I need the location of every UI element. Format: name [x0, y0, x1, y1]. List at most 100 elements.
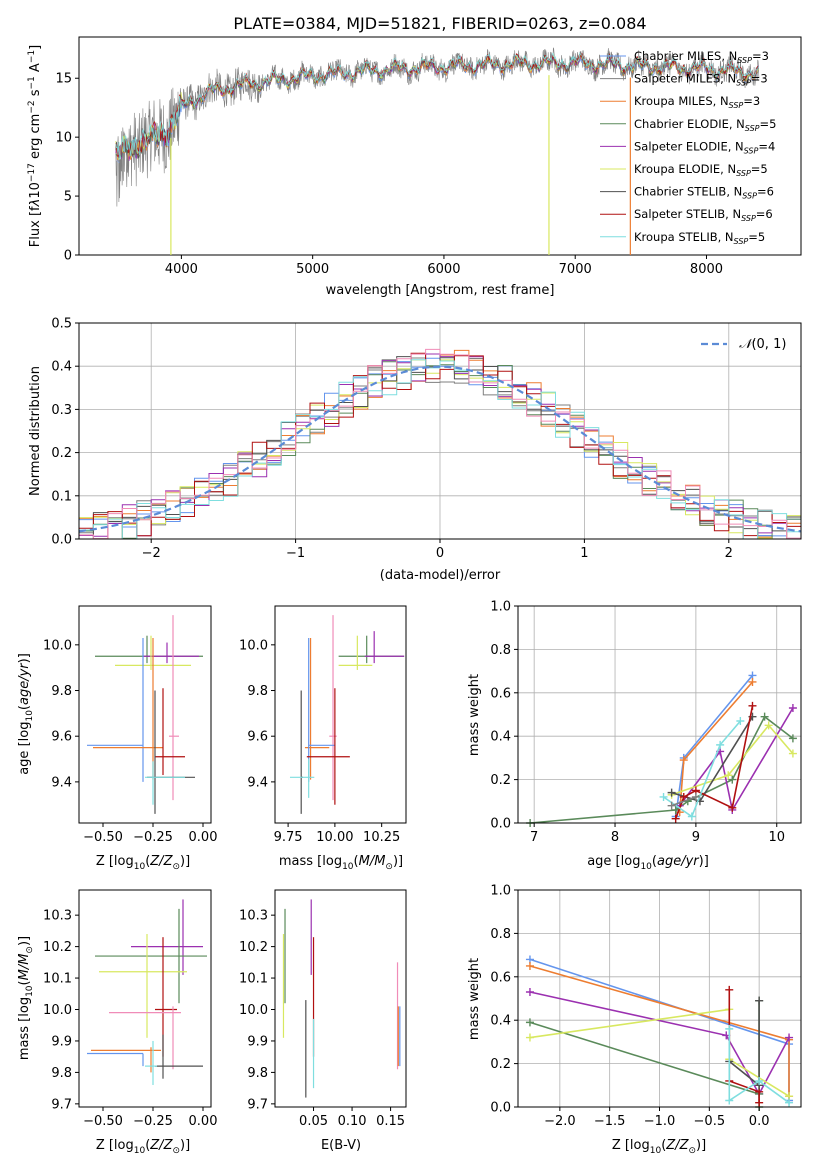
- weight-vs-metallicity-panel: −2.0 −1.5 −1.0 −0.5 0.0 0.0 0.2 0.4 0.6 0.8 1.0: [490, 884, 802, 1129]
- weight-marker: [525, 961, 534, 970]
- axes-frame: [78, 605, 212, 824]
- weight-marker: [525, 1033, 534, 1042]
- weight-line: [663, 720, 742, 818]
- x-tick-label: −0.5: [694, 1114, 726, 1129]
- spectrum-panel: 4000 5000 6000 7000 8000 0 5 10 15 Chabrier MILE…: [27, 36, 802, 298]
- weight-marker: [755, 1098, 764, 1107]
- y-tick-label: 9.8: [51, 684, 72, 699]
- y-tick-label: 10.0: [43, 638, 72, 653]
- weight-marker: [671, 814, 680, 823]
- weight-line: [529, 991, 790, 1096]
- y-tick-label: 0.3: [51, 403, 72, 418]
- y-tick-label: 9.4: [51, 775, 72, 790]
- wZ-xlabel: Z [log10(Z/Z⊙)]: [612, 1138, 706, 1156]
- x-tick-label: −2: [142, 546, 161, 561]
- weight-marker: [667, 788, 676, 797]
- weight-line: [671, 796, 697, 807]
- age-vs-metallicity-panel: −0.50 −0.25 0.00 9.4 9.6 9.8 10.0: [43, 605, 217, 845]
- x-tick-label: 0.10: [338, 1114, 367, 1129]
- legend-label: Salpeter STELIB, NSSP=6: [634, 207, 773, 223]
- errorbars: [289, 615, 405, 814]
- mass-vs-metallicity-panel: −0.50 −0.25 0.00 9.7 9.8 9.9 10.0 10.1 10.2 10.3: [43, 889, 218, 1129]
- wAge-xlabel: age [log10(age/yr)]: [587, 854, 709, 872]
- y-tick-label: 0.6: [490, 970, 511, 985]
- weight-marker: [687, 812, 696, 821]
- x-tick-label: 0.00: [189, 1114, 218, 1129]
- residuals-ticks: −2 −1 0 1 2 0.0 0.1 0.2 0.3 0.4 0.5: [51, 317, 733, 562]
- spectrum-ylabel: Flux [fλ10−17 erg cm−2 s−1 A−1]: [27, 45, 43, 247]
- x-tick-label: −0.25: [133, 830, 173, 845]
- axes-frame: [274, 605, 407, 824]
- y-tick-label: 10.0: [239, 1003, 268, 1018]
- residuals-legend: 𝒩(0, 1): [701, 337, 786, 352]
- y-tick-label: 9.8: [51, 1066, 72, 1081]
- y-tick-label: 10: [55, 131, 72, 146]
- x-tick-label: 9.75: [274, 830, 303, 845]
- weight-marker: [725, 1096, 734, 1105]
- y-tick-label: 0.4: [490, 1014, 511, 1029]
- weight-line: [728, 1028, 790, 1104]
- weight-marker: [679, 756, 688, 765]
- wZ-ylabel: mass weight: [467, 958, 482, 1040]
- weight-line: [679, 707, 794, 813]
- y-tick-label: 0.8: [490, 643, 511, 658]
- weight-marker: [748, 677, 757, 686]
- legend-label: Chabrier MILES, NSSP=3: [634, 49, 769, 65]
- x-tick-label: −0.50: [83, 1114, 123, 1129]
- weight-marker: [659, 792, 668, 801]
- y-tick-label: 10.1: [43, 972, 72, 987]
- y-tick-label: 10.3: [43, 909, 72, 924]
- y-tick-label: 9.8: [247, 684, 268, 699]
- weight-marker: [724, 771, 733, 780]
- x-tick-label: −1: [286, 546, 305, 561]
- axes-frame: [517, 605, 802, 824]
- weight-line: [671, 724, 794, 796]
- legend-label: Salpeter MILES, NSSP=3: [634, 72, 768, 88]
- errorbars: [282, 899, 401, 1098]
- y-tick-label: 9.6: [51, 730, 72, 745]
- x-tick-label: 7: [530, 830, 538, 845]
- figure-title: PLATE=0384, MJD=51821, FIBERID=0263, z=0…: [233, 14, 646, 33]
- y-tick-label: 9.7: [247, 1097, 268, 1112]
- weight-marker: [725, 1024, 734, 1033]
- y-tick-label: 0.4: [51, 360, 72, 375]
- ageM-xlabel: mass [log10(M/M⊙)]: [279, 854, 403, 872]
- y-tick-label: 10.2: [239, 940, 268, 955]
- spectrum-legend: Chabrier MILES, NSSP=3 Salpeter MILES, NS…: [600, 49, 776, 246]
- weight-marker: [716, 740, 725, 749]
- errorbars: [87, 615, 203, 814]
- weight-vs-age-panel: 7 8 9 10 0.0 0.2 0.4 0.6 0.8 1.0: [490, 600, 802, 845]
- legend-label: Salpeter ELODIE, NSSP=4: [634, 139, 775, 155]
- y-tick-label: 0.0: [51, 533, 72, 548]
- y-tick-label: 9.8: [247, 1066, 268, 1081]
- weight-marker: [788, 749, 797, 758]
- axes-frame: [78, 889, 212, 1108]
- y-tick-label: 10.1: [239, 972, 268, 987]
- y-tick-label: 1.0: [490, 884, 511, 899]
- x-tick-label: 10.00: [316, 830, 353, 845]
- legend-label: Kroupa ELODIE, NSSP=5: [634, 162, 768, 178]
- x-tick-label: −1.5: [594, 1114, 626, 1129]
- normal-legend-label: 𝒩(0, 1): [739, 337, 786, 352]
- y-tick-label: 5: [64, 190, 72, 205]
- legend-label: Chabrier ELODIE, NSSP=5: [634, 117, 776, 133]
- y-tick-label: 0.8: [490, 927, 511, 942]
- legend-label: Kroupa MILES, NSSP=3: [634, 94, 760, 110]
- y-tick-label: 1.0: [490, 600, 511, 615]
- y-tick-label: 10.0: [43, 1003, 72, 1018]
- y-tick-label: 10.2: [43, 940, 72, 955]
- x-tick-label: 6000: [427, 262, 460, 277]
- x-tick-label: 0: [436, 546, 444, 561]
- weight-line: [728, 1000, 760, 1087]
- y-tick-label: 0.2: [490, 1057, 511, 1072]
- ageZ-ylabel: age [log10(age/yr)]: [17, 653, 35, 775]
- x-tick-label: 0.15: [376, 1114, 405, 1129]
- weight-marker: [736, 717, 745, 726]
- x-tick-label: 0.0: [749, 1114, 770, 1129]
- y-tick-label: 10.0: [239, 638, 268, 653]
- mZ-ylabel: mass [log10(M/M⊙)]: [17, 936, 35, 1060]
- y-tick-label: 9.4: [247, 775, 268, 790]
- weight-marker: [728, 775, 737, 784]
- weight-line: [530, 715, 794, 824]
- age-vs-mass-panel: 9.75 10.00 10.25 9.4 9.6 9.8 10.0: [239, 605, 407, 845]
